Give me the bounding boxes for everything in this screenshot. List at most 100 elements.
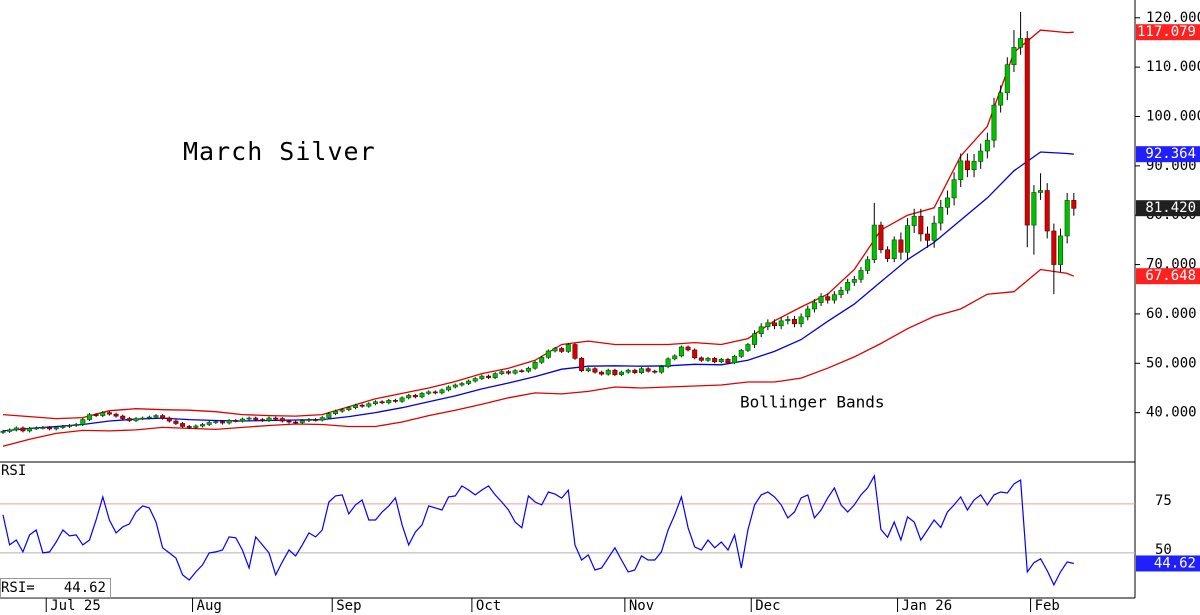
candle-body: [851, 279, 857, 283]
candle-body: [173, 420, 179, 424]
x-tick-label: Dec: [755, 598, 780, 614]
candle-body: [798, 316, 804, 325]
candle-body: [1004, 64, 1010, 94]
rsi-readout-box: [0, 578, 111, 598]
candle-body: [339, 409, 345, 412]
candle-body: [938, 207, 944, 224]
candle-body: [439, 389, 445, 394]
candle-body: [459, 383, 465, 386]
candle-body: [446, 386, 452, 391]
candle-body: [858, 270, 864, 280]
candle-body: [632, 369, 638, 373]
y-tick-label: 60.000: [1146, 306, 1197, 322]
candle-body: [1058, 235, 1064, 265]
candle-body: [93, 414, 99, 416]
candle-body: [200, 424, 206, 427]
candle-body: [785, 319, 791, 322]
candle-body: [745, 344, 751, 351]
candle-body: [426, 391, 432, 394]
candle-body: [86, 414, 92, 420]
candle-body: [718, 359, 724, 363]
candle-body: [1011, 47, 1017, 65]
y-tick-label: 50.000: [1146, 355, 1197, 371]
candle-body: [559, 348, 565, 352]
candle-body: [971, 161, 977, 171]
rsi-readout-value: 44.62: [64, 580, 106, 596]
candle-body: [193, 425, 199, 428]
candle-body: [825, 296, 831, 301]
candle-body: [386, 400, 392, 404]
candle-body: [20, 427, 26, 432]
rsi-badge: [1136, 555, 1200, 572]
price-badge-label: 81.420: [1145, 200, 1196, 216]
candle-body: [486, 375, 492, 378]
candle-body: [998, 92, 1004, 106]
candle-body: [565, 344, 571, 352]
candle-body: [831, 294, 837, 301]
candle-body: [878, 224, 884, 251]
candle-body: [692, 349, 698, 359]
candle-body: [326, 413, 332, 418]
price-badge-label: 67.648: [1145, 268, 1196, 284]
candle-body: [1044, 190, 1050, 232]
price-badge: [1136, 146, 1200, 163]
candle-body: [738, 350, 744, 357]
y-tick-label: 50: [1155, 542, 1172, 558]
candle-body: [519, 370, 525, 372]
candle-body: [585, 368, 591, 371]
price-badge: [1136, 268, 1200, 285]
x-tick-label: Jul 25: [50, 598, 101, 614]
candle-body: [924, 233, 930, 241]
candle-body: [120, 415, 126, 419]
candle-body: [612, 369, 618, 375]
candle-body: [1038, 190, 1044, 193]
candle-body: [512, 370, 518, 374]
candle-body: [944, 197, 950, 208]
candle-body: [958, 160, 964, 180]
candle-body: [811, 302, 817, 310]
candle-body: [80, 419, 86, 425]
candle-body: [732, 356, 738, 364]
candle-body: [539, 357, 545, 363]
candle-body: [638, 368, 644, 373]
candle-body: [652, 370, 658, 373]
candle-body: [419, 393, 425, 398]
candle-body: [286, 420, 292, 423]
candle-body: [166, 417, 172, 422]
candle-body: [685, 346, 691, 351]
x-tick-label: Sep: [336, 598, 361, 614]
candle-body: [765, 322, 771, 328]
candle-body: [645, 368, 651, 372]
x-tick-label: Jan 26: [902, 598, 953, 614]
candle-body: [1031, 192, 1037, 226]
candle-body: [885, 249, 891, 259]
candle-body: [898, 239, 904, 253]
candle-body: [838, 289, 844, 295]
candle-body: [964, 160, 970, 171]
candle-body: [1064, 200, 1070, 237]
candle-body: [226, 420, 232, 424]
candle-body: [100, 412, 106, 416]
chart-title: March Silver: [183, 137, 376, 166]
candle-body: [918, 215, 924, 235]
candle-body: [499, 371, 505, 374]
candle-body: [106, 412, 112, 415]
y-tick-label: 120.000: [1146, 10, 1200, 26]
candle-body: [805, 308, 811, 318]
candle-body: [452, 384, 458, 388]
candle-body: [273, 417, 279, 420]
candle-body: [7, 429, 13, 432]
candle-body: [479, 375, 485, 379]
band-line: [2, 268, 1075, 447]
candle-body: [146, 416, 152, 419]
candle-body: [752, 333, 758, 345]
candle-body: [366, 403, 372, 407]
rsi-line: [2, 474, 1074, 587]
candle-body: [778, 320, 784, 327]
candle-body: [891, 239, 897, 259]
candle-body: [658, 366, 664, 373]
candle-body: [619, 371, 625, 375]
candle-body: [13, 427, 19, 431]
candle-body: [599, 371, 605, 375]
candle-body: [911, 215, 917, 226]
